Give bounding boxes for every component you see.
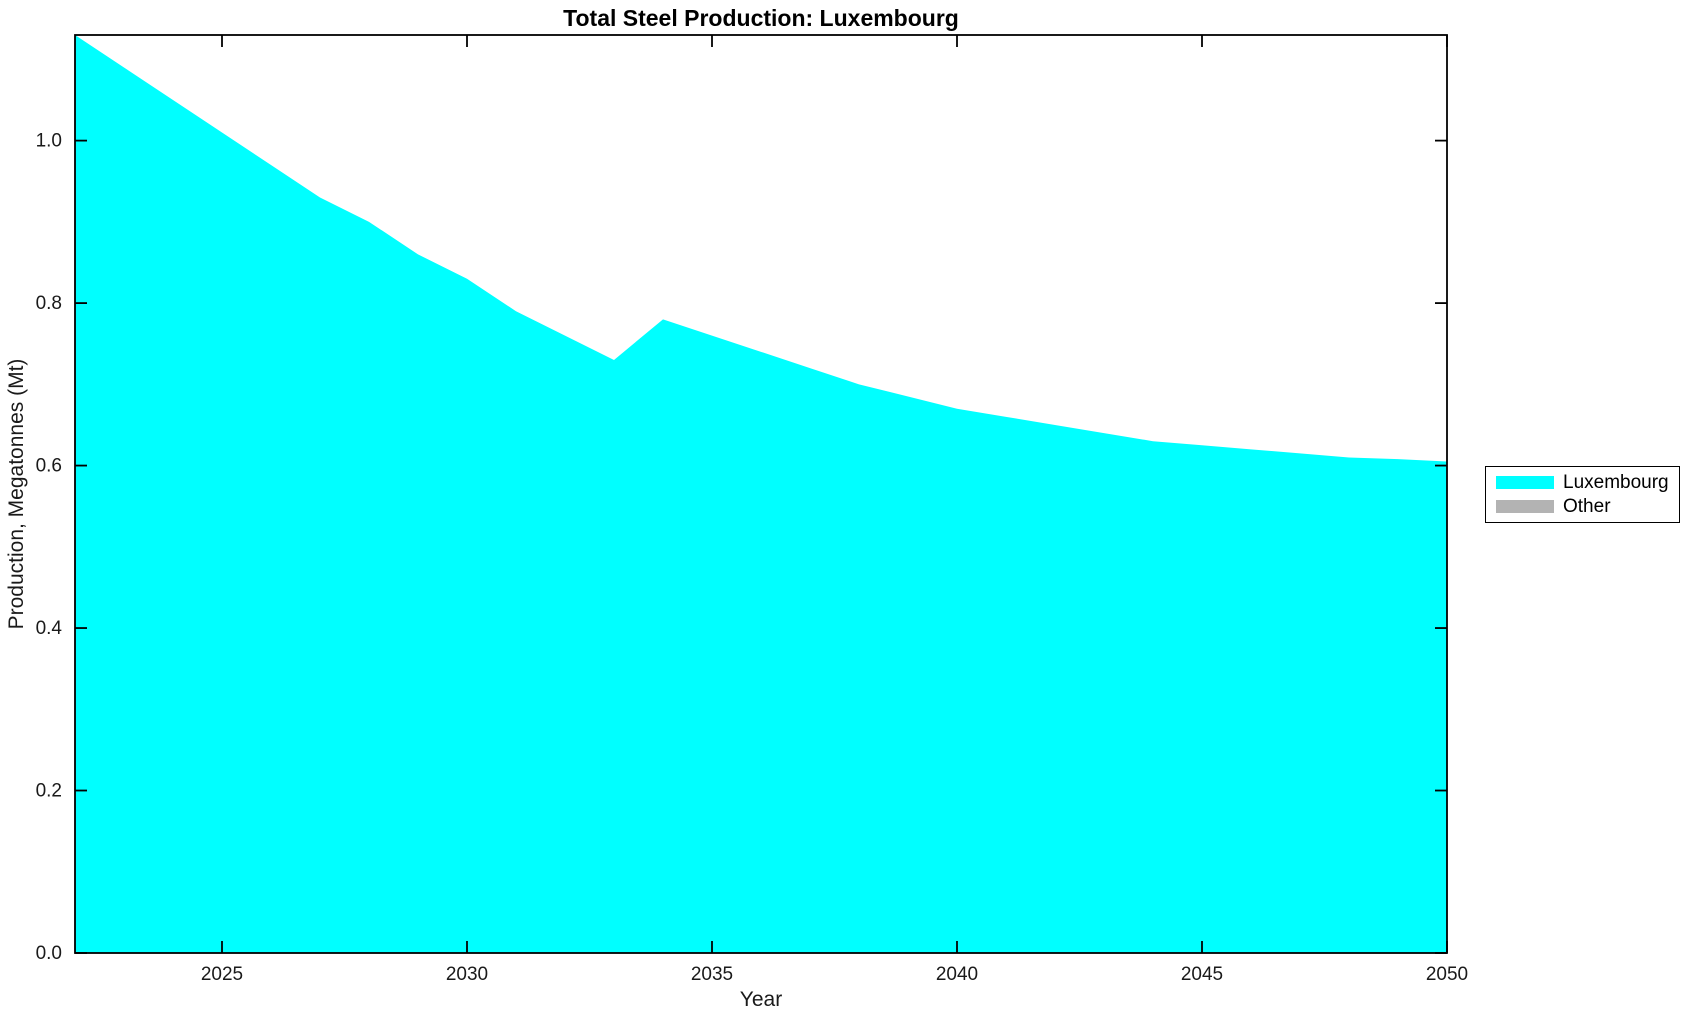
x-tick-label: 2045: [1181, 964, 1223, 985]
y-axis-label: Production, Megatonnes (Mt): [5, 358, 28, 630]
y-tick-label: 0.0: [36, 943, 62, 964]
legend-item-luxembourg: Luxembourg: [1496, 472, 1679, 493]
y-tick-label: 0.8: [36, 293, 62, 314]
legend-label-luxembourg: Luxembourg: [1563, 472, 1669, 493]
y-tick-label: 0.6: [36, 456, 62, 477]
x-tick-label: 2030: [446, 964, 488, 985]
legend: Luxembourg Other: [1485, 466, 1680, 523]
x-tick-label: 2040: [936, 964, 978, 985]
axes-box: [74, 34, 1448, 954]
x-axis-label: Year: [739, 988, 783, 1011]
legend-item-other: Other: [1496, 496, 1679, 517]
x-tick-label: 2035: [691, 964, 733, 985]
legend-swatch-luxembourg: [1496, 476, 1554, 489]
area-luxembourg: [75, 35, 1447, 953]
legend-swatch-other: [1496, 500, 1554, 513]
legend-label-other: Other: [1563, 496, 1611, 517]
y-tick-label: 0.4: [36, 618, 63, 639]
chart-title: Total Steel Production: Luxembourg: [563, 5, 959, 31]
x-tick-label: 2050: [1426, 964, 1468, 985]
y-tick-label: 1.0: [36, 131, 62, 152]
y-tick-label: 0.2: [36, 781, 62, 802]
x-tick-label: 2025: [201, 964, 243, 985]
